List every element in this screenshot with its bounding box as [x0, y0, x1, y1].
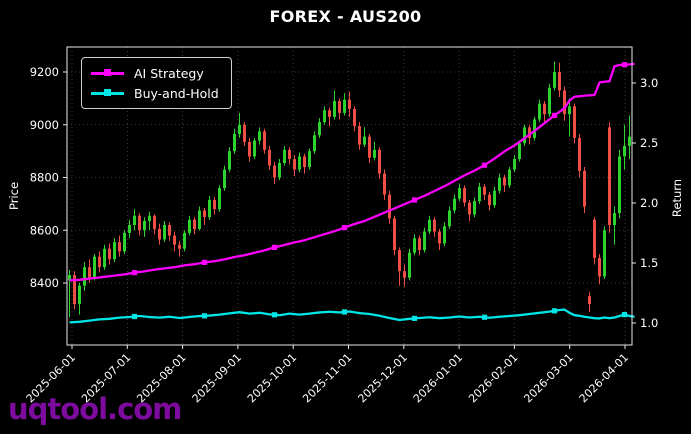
grid-lines	[67, 47, 632, 345]
price-tick-label: 8800	[30, 171, 59, 185]
date-tick-label: 2025-06-01	[24, 351, 78, 405]
return-tick-label: 3.0	[640, 76, 658, 90]
legend-item-ai-strategy: AI Strategy	[91, 63, 219, 83]
return-tick-label: 1.0	[640, 316, 658, 330]
date-tick-label: 2025-07-01	[79, 351, 133, 405]
candlestick-series	[68, 61, 631, 318]
price-tick-label: 9000	[30, 118, 59, 132]
date-tick-label: 2026-02-01	[466, 351, 520, 405]
date-tick-label: 2025-11-01	[300, 351, 354, 405]
legend-label: Buy-and-Hold	[134, 85, 219, 101]
price-axis-label: Price	[7, 181, 21, 211]
date-tick-label: 2026-03-01	[521, 351, 575, 405]
buy-and-hold-line	[69, 308, 635, 324]
date-tick-label: 2026-04-01	[577, 351, 631, 405]
date-tick-label: 2025-10-01	[245, 351, 299, 405]
price-tick-label: 8600	[30, 223, 59, 237]
date-tick-label: 2025-09-01	[190, 351, 244, 405]
price-tick-label: 8400	[30, 276, 59, 290]
return-tick-label: 1.5	[640, 256, 658, 270]
axis-ticks-and-labels: 8400 8600 8800 9000 9200 1.0 1.5 2.0 2.5 3.0 2025-…	[24, 65, 659, 405]
legend-item-buy-and-hold: Buy-and-Hold	[91, 83, 219, 103]
return-tick-label: 2.0	[640, 196, 658, 210]
date-tick-label: 2025-12-01	[356, 351, 410, 405]
ai-strategy-line-swatch	[91, 69, 124, 76]
chart-title: FOREX - AUS200	[269, 7, 422, 26]
buy-and-hold-line-swatch	[91, 89, 124, 96]
return-axis-label: Return	[670, 178, 684, 218]
legend-label: AI Strategy	[134, 65, 204, 81]
price-tick-label: 9200	[30, 65, 59, 79]
date-tick-label: 2025-08-01	[134, 351, 188, 405]
watermark: uqtool.com	[8, 392, 182, 426]
plot-border	[66, 46, 633, 346]
return-tick-label: 2.5	[640, 136, 658, 150]
date-tick-label: 2026-01-01	[411, 351, 465, 405]
legend: AI Strategy Buy-and-Hold	[81, 57, 232, 109]
ai-strategy-line	[69, 62, 635, 282]
